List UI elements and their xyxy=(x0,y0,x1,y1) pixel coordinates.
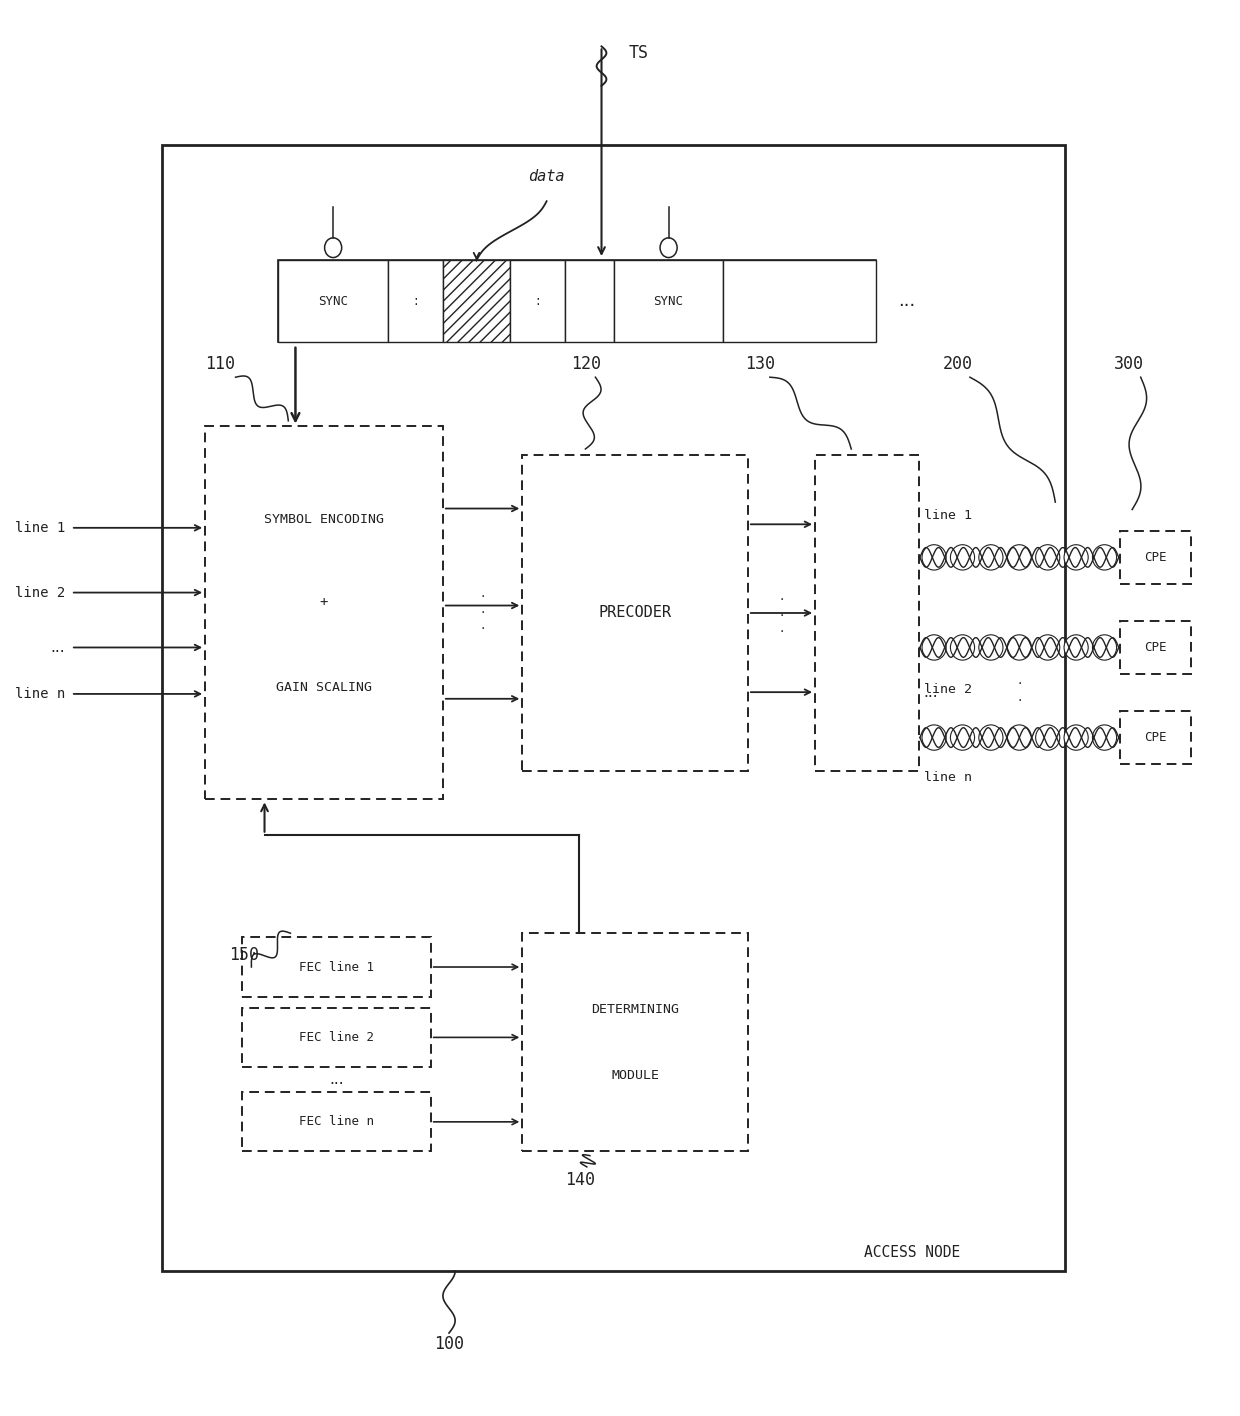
Text: +: + xyxy=(320,595,329,609)
Ellipse shape xyxy=(1092,545,1116,571)
Bar xyxy=(723,261,875,343)
Text: MODULE: MODULE xyxy=(611,1069,658,1082)
Text: ·
·
·: · · · xyxy=(779,593,784,640)
Bar xyxy=(565,261,614,343)
Text: 130: 130 xyxy=(745,355,775,372)
Bar xyxy=(242,1092,430,1151)
Bar xyxy=(388,261,443,343)
Text: ...: ... xyxy=(50,640,64,656)
Text: ·
·: · · xyxy=(1017,677,1022,708)
Ellipse shape xyxy=(1092,634,1116,660)
Text: line 1: line 1 xyxy=(15,521,64,535)
Ellipse shape xyxy=(1064,725,1089,750)
Bar xyxy=(1120,620,1190,674)
Text: PRECODER: PRECODER xyxy=(599,606,672,620)
Ellipse shape xyxy=(1035,545,1060,571)
Text: CPE: CPE xyxy=(1145,731,1167,743)
Text: line n: line n xyxy=(15,687,64,701)
Text: data: data xyxy=(528,170,564,184)
Text: line 2: line 2 xyxy=(15,586,64,599)
Text: TS: TS xyxy=(629,44,649,62)
Text: line 1: line 1 xyxy=(924,510,972,523)
Ellipse shape xyxy=(950,725,975,750)
Text: FEC line 2: FEC line 2 xyxy=(299,1031,373,1044)
Text: FEC line n: FEC line n xyxy=(299,1116,373,1129)
Bar xyxy=(278,261,388,343)
Ellipse shape xyxy=(978,725,1003,750)
Bar xyxy=(510,261,565,343)
Ellipse shape xyxy=(1035,634,1060,660)
Text: 110: 110 xyxy=(205,355,236,372)
Bar xyxy=(815,455,919,772)
Text: 100: 100 xyxy=(434,1335,464,1352)
Bar xyxy=(1120,531,1190,585)
Bar xyxy=(522,455,748,772)
Bar xyxy=(205,426,443,800)
Text: SYNC: SYNC xyxy=(319,295,348,307)
Ellipse shape xyxy=(978,545,1003,571)
Text: 200: 200 xyxy=(944,355,973,372)
Ellipse shape xyxy=(923,634,946,660)
Bar xyxy=(278,261,875,343)
Text: 120: 120 xyxy=(570,355,601,372)
Text: DETERMINING: DETERMINING xyxy=(591,1003,680,1017)
Text: :: : xyxy=(413,295,418,309)
Ellipse shape xyxy=(1064,545,1089,571)
Text: ...: ... xyxy=(329,1072,343,1087)
Text: FEC line 1: FEC line 1 xyxy=(299,960,373,974)
Bar xyxy=(1120,711,1190,765)
Text: GAIN SCALING: GAIN SCALING xyxy=(277,681,372,694)
Ellipse shape xyxy=(950,545,975,571)
Ellipse shape xyxy=(1007,725,1032,750)
Bar xyxy=(242,937,430,997)
Bar xyxy=(242,1008,430,1066)
Text: line n: line n xyxy=(924,772,972,784)
Text: line 2: line 2 xyxy=(924,683,972,695)
Ellipse shape xyxy=(1092,725,1116,750)
Text: CPE: CPE xyxy=(1145,551,1167,564)
Bar xyxy=(443,261,510,343)
Text: 140: 140 xyxy=(565,1171,595,1189)
Bar xyxy=(614,261,723,343)
Ellipse shape xyxy=(978,634,1003,660)
Ellipse shape xyxy=(1007,545,1032,571)
Text: 150: 150 xyxy=(229,946,259,964)
Text: ...: ... xyxy=(924,685,939,700)
Text: :: : xyxy=(536,295,539,309)
Text: SYMBOL ENCODING: SYMBOL ENCODING xyxy=(264,513,384,527)
Text: SYNC: SYNC xyxy=(653,295,683,307)
Ellipse shape xyxy=(950,634,975,660)
Text: ...: ... xyxy=(898,292,915,310)
Ellipse shape xyxy=(923,725,946,750)
Ellipse shape xyxy=(1007,634,1032,660)
Text: ACCESS NODE: ACCESS NODE xyxy=(864,1245,961,1260)
Bar xyxy=(162,144,1065,1272)
Ellipse shape xyxy=(1064,634,1089,660)
Text: 300: 300 xyxy=(1114,355,1143,372)
Bar xyxy=(522,933,748,1151)
Ellipse shape xyxy=(1035,725,1060,750)
Text: ·
·
·: · · · xyxy=(480,590,485,636)
Text: CPE: CPE xyxy=(1145,641,1167,654)
Ellipse shape xyxy=(923,545,946,571)
